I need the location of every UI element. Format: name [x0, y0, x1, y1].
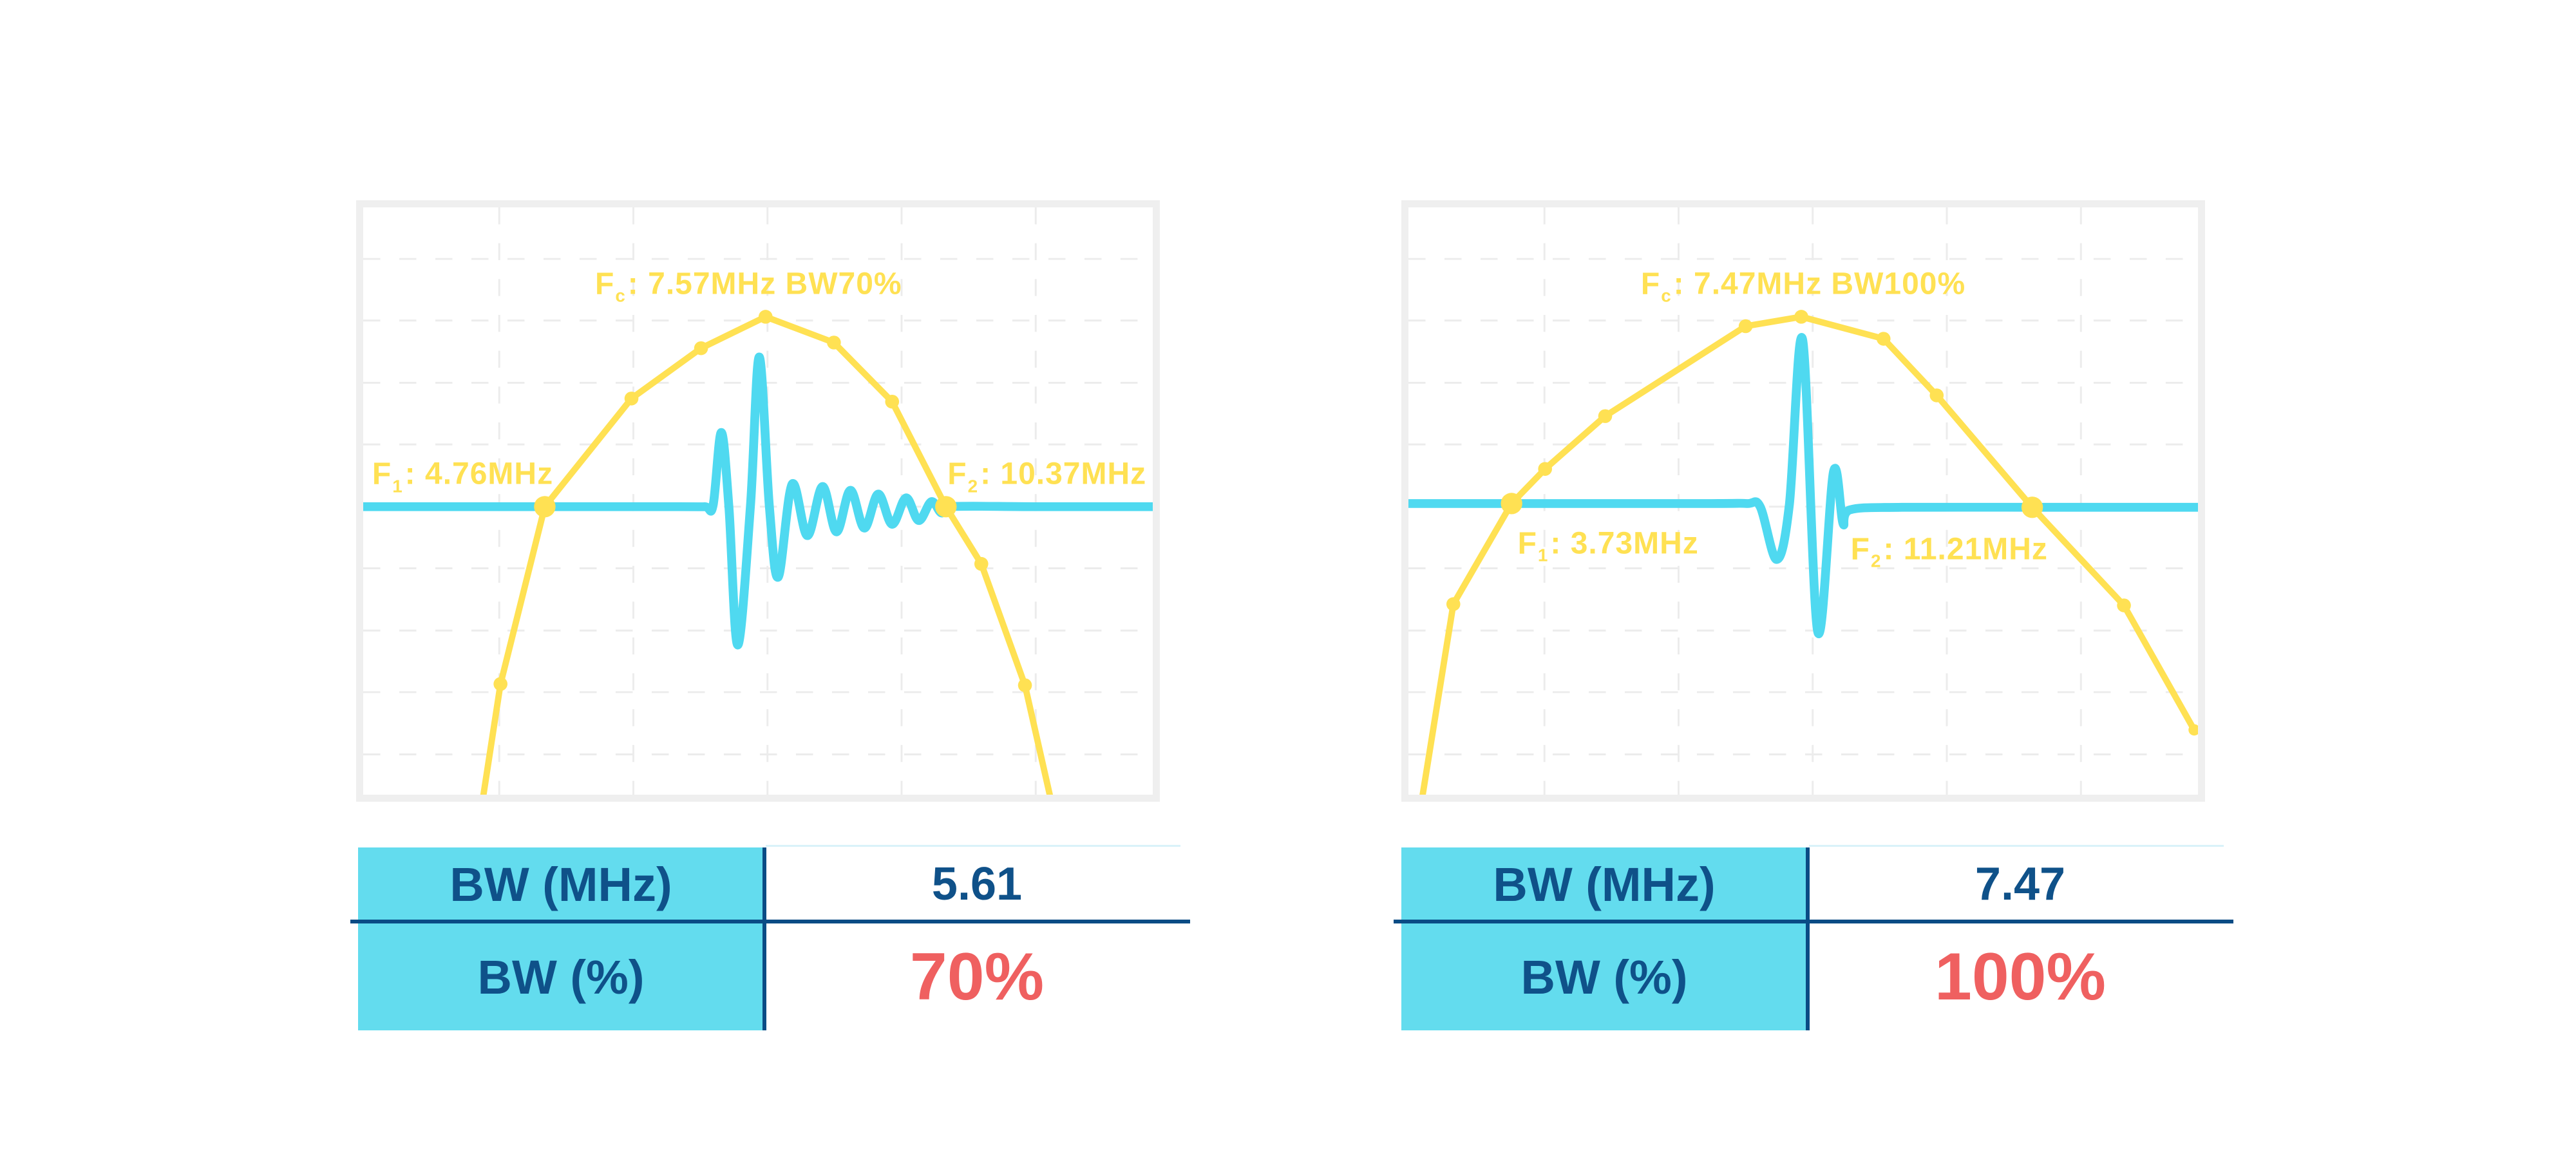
spectrum-sample-marker [1794, 310, 1808, 324]
bandwidth-crossing-marker [2021, 497, 2043, 518]
table-row-divider [350, 920, 1190, 923]
bandwidth-crossing-marker [935, 496, 957, 518]
bandwidth-crossing-marker [1501, 493, 1522, 515]
fc-subscript: c [615, 285, 626, 306]
spectrum-sample-marker [885, 394, 900, 409]
f1-frequency-label: F1: 3.73MHz [1517, 525, 1699, 564]
spectrum-sample-marker [624, 392, 639, 406]
f2-subscript: 2 [1871, 551, 1882, 571]
spectrum-sample-marker [2117, 598, 2131, 612]
fc-prefix: F [1640, 267, 1661, 301]
spectrum-sample-marker [1876, 332, 1891, 346]
spectrum-curve [1419, 314, 2198, 795]
spectrum-sample-marker [1929, 388, 1944, 402]
table-top-accent-line [1809, 845, 2224, 847]
fc-prefix: F [594, 267, 615, 301]
table-column-divider [762, 847, 766, 1030]
f2-value-text: : 11.21MHz [1883, 532, 2048, 567]
table-column-divider [1806, 847, 1810, 1030]
table-label-column-background [1401, 847, 1807, 1030]
f1-prefix: F [1517, 526, 1537, 561]
spectrum-plot-right [1408, 207, 2198, 795]
f1-value-text: : 3.73MHz [1550, 526, 1699, 561]
spectrum-sample-marker [694, 341, 708, 355]
bw-percent-label: BW (%) [477, 950, 645, 1004]
spectrum-chart-right: Fc: 7.47MHz BW100% F1: 3.73MHz F2: 11.21… [1401, 200, 2205, 802]
bw-mhz-label: BW (MHz) [1493, 857, 1716, 911]
center-frequency-label: Fc: 7.47MHz BW100% [1640, 266, 1966, 305]
table-row-divider [1394, 920, 2233, 923]
f1-subscript: 1 [1537, 545, 1549, 565]
bw-mhz-value: 7.47 [1975, 858, 2066, 910]
bw-mhz-value: 5.61 [931, 858, 1023, 910]
f2-subscript: 2 [967, 476, 979, 497]
f2-prefix: F [947, 457, 967, 491]
spectrum-end-marker [2188, 724, 2198, 736]
f1-value-text: : 4.76MHz [404, 457, 554, 491]
spectrum-curve [480, 314, 1054, 795]
f2-frequency-label: F2: 11.21MHz [1850, 531, 2048, 570]
spectrum-sample-marker [827, 336, 841, 350]
spectrum-sample-marker [1598, 409, 1613, 423]
fc-value-text: : 7.57MHz BW70% [627, 267, 902, 301]
spectrum-sample-marker [758, 310, 773, 324]
center-frequency-label: Fc: 7.57MHz BW70% [594, 266, 902, 305]
spectrum-sample-marker [1538, 462, 1552, 476]
spectrum-sample-marker [1738, 319, 1753, 334]
f2-prefix: F [1850, 532, 1870, 567]
spectrum-sample-marker [974, 556, 989, 571]
bw-percent-label: BW (%) [1520, 950, 1688, 1004]
pulse-waveform [1408, 333, 2198, 639]
f2-value-text: : 10.37MHz [980, 457, 1147, 491]
pulse-waveform [363, 352, 1153, 650]
spectrum-chart-left: Fc: 7.57MHz BW70% F1: 4.76MHz F2: 10.37M… [356, 200, 1160, 802]
f1-prefix: F [372, 457, 392, 491]
spectrum-sample-marker [493, 677, 507, 691]
table-label-column-background [358, 847, 764, 1030]
bw-table-left: BW (MHz) 5.61 BW (%) 70% [350, 845, 1190, 1030]
bw-percent-value: 70% [909, 939, 1045, 1014]
spectrum-sample-marker [1446, 597, 1461, 611]
bw-table-right: BW (MHz) 7.47 BW (%) 100% [1394, 845, 2233, 1030]
fc-subscript: c [1661, 285, 1672, 306]
spectrum-plot-left [363, 207, 1153, 795]
f1-subscript: 1 [392, 476, 403, 497]
f1-frequency-label: F1: 4.76MHz [372, 457, 554, 495]
table-top-accent-line [766, 845, 1180, 847]
fc-value-text: : 7.47MHz BW100% [1673, 267, 1966, 301]
bw-percent-value: 100% [1935, 939, 2106, 1014]
spectrum-sample-marker [1018, 678, 1032, 692]
bandwidth-crossing-marker [534, 496, 556, 518]
f2-frequency-label: F2: 10.37MHz [947, 457, 1147, 495]
bw-mhz-label: BW (MHz) [450, 857, 672, 911]
